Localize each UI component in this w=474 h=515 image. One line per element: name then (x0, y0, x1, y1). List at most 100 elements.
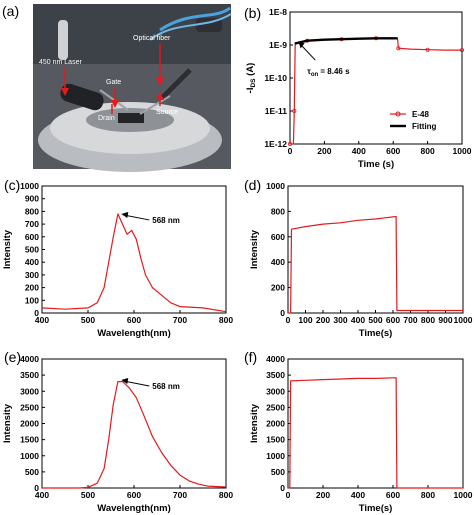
x-tick-label: 600 (127, 315, 141, 325)
y-axis-label-main: -I (245, 88, 256, 94)
y-tick-label: 2000 (266, 419, 285, 429)
label-source: Source (156, 109, 178, 116)
label-drain: Drain (98, 115, 115, 122)
y-tick-label: 0 (34, 308, 39, 318)
x-tick-label: 400 (352, 146, 366, 156)
probe-knob-left (58, 20, 68, 60)
y-tick-label: 1E-12 (264, 139, 287, 149)
tau-symbol: τ (307, 67, 311, 76)
x-tick-label: 700 (403, 315, 417, 325)
panel-letter-f: (f) (244, 349, 257, 365)
y-tick-label: 4000 (20, 354, 39, 364)
series-line-data (288, 215, 463, 314)
legend-marker-e48 (395, 111, 401, 117)
label-optical-fiber: Optical fiber (133, 35, 171, 42)
x-axis-label: Time(s) (359, 328, 393, 339)
y-tick-label: 2500 (20, 402, 39, 412)
y-tick-label: 3000 (20, 386, 39, 396)
panel-letter-a: (a) (2, 3, 19, 19)
sample-device (118, 113, 144, 123)
x-tick-label: 300 (333, 315, 347, 325)
laser-module (60, 83, 104, 111)
y-tick-label: 1500 (266, 435, 285, 445)
label-gate: Gate (106, 79, 121, 86)
x-axis-label: Wavelength(nm) (97, 503, 171, 514)
x-tick-label: 700 (173, 315, 187, 325)
arrowhead-gate (111, 100, 119, 108)
y-tick-label: 500 (25, 467, 39, 477)
y-tick-label: 3000 (266, 386, 285, 396)
x-tick-label: 800 (219, 490, 233, 500)
x-tick-label: 0 (286, 490, 291, 500)
x-tick-label: 0 (288, 146, 293, 156)
x-tick-label: 600 (127, 490, 141, 500)
x-axis-label: Wavelength(nm) (97, 328, 171, 339)
y-axis-label: -IDS (A) (245, 63, 257, 94)
x-tick-label: 800 (219, 315, 233, 325)
y-tick-label: 1E-9 (269, 40, 287, 50)
x-tick-label: 0 (286, 315, 291, 325)
probe-needle-source (139, 95, 171, 115)
x-tick-label: 700 (173, 490, 187, 500)
x-axis-label: Time(s) (359, 503, 393, 514)
y-axis-label-main: Intensity (2, 403, 13, 443)
x-tick-label: 400 (351, 315, 365, 325)
y-tick-label: 400 (271, 257, 285, 267)
x-axis-label: Time (s) (358, 159, 394, 170)
y-tick-label: 700 (25, 219, 39, 229)
chart-panel-b: (b) 0 200 400 600 800 1000 1E-12 1E-11 1E-10 1E-9 1… (244, 5, 472, 170)
y-axis-label-sub: DS (250, 78, 257, 88)
y-axis-label-unit: (A) (245, 63, 256, 79)
y-tick-label: 1000 (266, 451, 285, 461)
y-tick-label: 1000 (20, 451, 39, 461)
x-tick-label: 1000 (454, 315, 473, 325)
peak-annotation: 568 nm (152, 382, 180, 391)
x-tick-label: 600 (386, 315, 400, 325)
x-tick-label: 800 (421, 315, 435, 325)
chart-panel-f: (f) 0 200 400 600 800 1000 0 500 1000 1500 2000 2500… (244, 349, 473, 514)
chart-panel-e: (e) 400 500 600 700 800 0 500 1000 1500 2000 2500 30… (2, 349, 233, 514)
y-tick-label: 800 (271, 206, 285, 216)
y-tick-label: 1000 (266, 181, 285, 191)
y-axis-label-main: Intensity (249, 229, 260, 269)
y-tick-label: 3500 (266, 370, 285, 380)
series-line-data (41, 213, 227, 313)
arrowhead-source (156, 92, 164, 100)
peak-arrowhead (121, 377, 129, 384)
x-tick-label: 900 (438, 315, 452, 325)
legend-label-fitting: Fitting (412, 122, 437, 131)
y-axis-label: Intensity (2, 229, 13, 269)
legend-label-e48: E-48 (412, 110, 429, 119)
peak-annotation: 568 nm (152, 216, 180, 225)
x-tick-label: 400 (351, 490, 365, 500)
tau-value: = 8.46 s (318, 67, 350, 76)
y-tick-label: 1000 (20, 181, 39, 191)
y-axis-label: Intensity (249, 403, 260, 443)
series-line-fitting (294, 37, 398, 45)
y-tick-label: 0 (34, 483, 39, 493)
y-axis-label-main: Intensity (2, 229, 13, 269)
y-tick-label: 300 (25, 270, 39, 280)
panel-letter-b: (b) (244, 5, 261, 21)
y-tick-label: 600 (25, 232, 39, 242)
tau-annotation: τon = 8.46 s (307, 67, 350, 78)
y-tick-label: 0 (280, 308, 285, 318)
data-point (396, 46, 401, 51)
chart-panel-c: (c) 400 500 600 700 800 0 100 200 300 400 500 600 700… (2, 177, 233, 339)
fiber-holder-arm (158, 68, 192, 102)
x-tick-label: 800 (421, 146, 435, 156)
y-tick-label: 500 (25, 245, 39, 255)
tau-arrowhead (298, 42, 305, 49)
y-axis-label: Intensity (2, 403, 13, 443)
x-tick-label: 200 (316, 315, 330, 325)
chart-panels: (b)0 200 400 600 800 10001E-121E-111E-101E-91… (2, 5, 473, 514)
x-tick-label: 200 (317, 146, 331, 156)
y-tick-label: 1500 (20, 435, 39, 445)
y-tick-label: 800 (25, 206, 39, 216)
tau-subscript: on (311, 72, 319, 78)
arrowhead-optical-fiber (156, 78, 164, 86)
x-tick-label: 500 (81, 315, 95, 325)
y-axis-label: Intensity (249, 229, 260, 269)
y-tick-label: 500 (271, 467, 285, 477)
y-tick-label: 0 (280, 483, 285, 493)
